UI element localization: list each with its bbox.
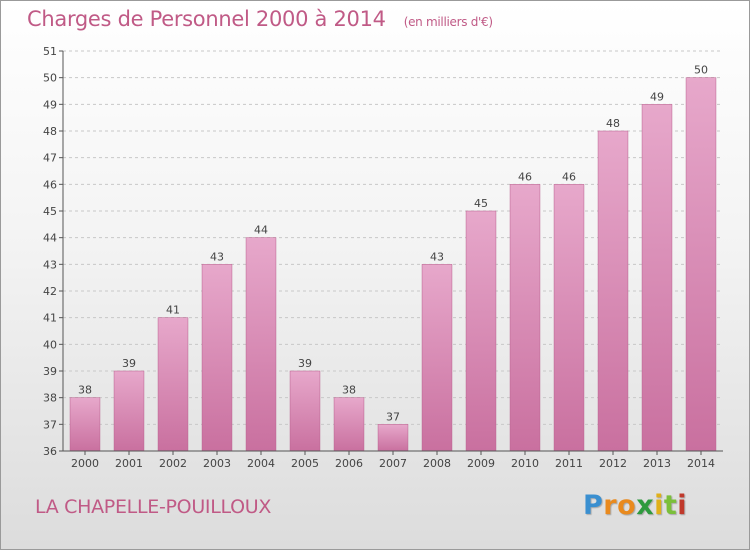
town-name: LA CHAPELLE-POUILLOUX (35, 496, 272, 518)
data-label-2009: 45 (474, 197, 488, 210)
y-tick-label: 43 (43, 258, 57, 271)
bar-2008 (421, 264, 453, 452)
bar-2005 (289, 370, 321, 452)
y-tick-label: 49 (43, 98, 57, 111)
y-tick-label: 40 (43, 338, 57, 351)
bar-2011 (553, 184, 585, 452)
bar-2002 (157, 317, 189, 452)
chart-title-text: Charges de Personnel 2000 à 2014 (27, 7, 386, 31)
y-tick-label: 47 (43, 152, 57, 165)
data-label-2005: 39 (298, 357, 312, 370)
data-label-2007: 37 (386, 410, 400, 423)
logo-letter: r (603, 490, 618, 521)
y-tick-label: 45 (43, 205, 57, 218)
data-labels: 38 39 41 43 44 39 38 37 43 45 46 46 48 49 50 (78, 64, 708, 424)
logo-letter: i (677, 490, 688, 521)
data-label-2004: 44 (254, 224, 268, 237)
data-label-2008: 43 (430, 250, 444, 263)
x-tick-label-2002: 2002 (159, 457, 187, 470)
x-tick-label-2007: 2007 (379, 457, 407, 470)
x-tick-label-2003: 2003 (203, 457, 231, 470)
proxiti-logo: Proxiti (583, 490, 687, 521)
x-tick-label-2009: 2009 (467, 457, 495, 470)
bar-2013 (641, 104, 673, 452)
x-tick-label-2004: 2004 (247, 457, 275, 470)
data-label-2014: 50 (694, 64, 708, 77)
logo-letter: t (663, 490, 678, 521)
x-tick-label-2012: 2012 (599, 457, 627, 470)
y-tick-label: 46 (43, 178, 57, 191)
y-tick-label: 51 (43, 45, 57, 58)
x-tick-label-2010: 2010 (511, 457, 539, 470)
y-tick-label: 37 (43, 418, 57, 431)
data-label-2001: 39 (122, 357, 136, 370)
x-tick-label-2000: 2000 (71, 457, 99, 470)
y-tick-label: 48 (43, 125, 57, 138)
bar-2010 (509, 184, 541, 452)
x-tick-label-2008: 2008 (423, 457, 451, 470)
data-label-2000: 38 (78, 384, 92, 397)
bar-2004 (245, 237, 277, 452)
data-label-2013: 49 (650, 90, 664, 103)
x-tick-label-2001: 2001 (115, 457, 143, 470)
data-label-2006: 38 (342, 384, 356, 397)
logo-letter: P (583, 490, 604, 521)
bar-2012 (597, 130, 629, 452)
bar-2000 (69, 397, 101, 452)
y-tick-label: 36 (43, 445, 57, 458)
x-tick-label-2011: 2011 (555, 457, 583, 470)
data-label-2002: 41 (166, 304, 180, 317)
axes: 36 37 38 39 40 41 42 43 44 45 46 47 48 49 50 51 2000 2001… (43, 45, 723, 470)
logo-letter: i (654, 490, 664, 521)
y-tick-label: 50 (43, 72, 57, 85)
data-label-2011: 46 (562, 170, 576, 183)
logo-letter: x (636, 490, 655, 521)
x-tick-label-2014: 2014 (687, 457, 715, 470)
bar-2009 (465, 210, 497, 452)
y-tick-label: 38 (43, 392, 57, 405)
y-tick-label: 42 (43, 285, 57, 298)
x-tick-label-2013: 2013 (643, 457, 671, 470)
bar-2001 (113, 370, 145, 452)
bars (69, 77, 717, 452)
y-tick-label: 41 (43, 312, 57, 325)
chart-subtitle: (en milliers d'€) (403, 15, 493, 29)
data-label-2010: 46 (518, 170, 532, 183)
x-tick-label-2005: 2005 (291, 457, 319, 470)
data-label-2003: 43 (210, 250, 224, 263)
y-tick-label: 44 (43, 232, 57, 245)
chart-title: Charges de Personnel 2000 à 2014 (en mill… (27, 7, 493, 31)
bar-2007 (377, 424, 409, 452)
logo-letter: o (617, 490, 637, 521)
y-tick-label: 39 (43, 365, 57, 378)
data-label-2012: 48 (606, 117, 620, 130)
bar-2014 (685, 77, 717, 452)
x-tick-label-2006: 2006 (335, 457, 363, 470)
bar-2006 (333, 397, 365, 452)
bar-2003 (201, 264, 233, 452)
